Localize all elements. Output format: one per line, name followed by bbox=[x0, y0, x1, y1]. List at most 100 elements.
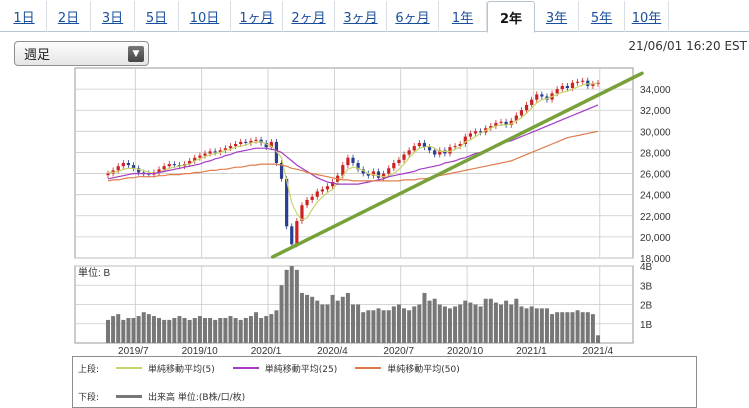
legend-ma25-label: 単純移動平均(25) bbox=[264, 364, 338, 375]
candle-body bbox=[422, 142, 427, 148]
legend-ma50: 単純移動平均(50) bbox=[355, 362, 460, 375]
volume-tick-label: 1B bbox=[640, 320, 653, 331]
volume-bar bbox=[544, 308, 549, 343]
volume-bar bbox=[529, 306, 534, 343]
tab-6m[interactable]: 6ヶ月 bbox=[387, 1, 439, 32]
volume-bar bbox=[381, 310, 386, 343]
volume-bar bbox=[366, 310, 371, 343]
price-tick-label: 26,000 bbox=[640, 170, 671, 181]
candle-body bbox=[126, 163, 131, 166]
volume-bar bbox=[305, 294, 310, 343]
candle-body bbox=[468, 133, 472, 137]
volume-bar bbox=[376, 308, 381, 343]
ma50-line bbox=[107, 130, 599, 182]
volume-bar bbox=[391, 306, 396, 343]
legend-lower-row: 下段: 出来高 単位:(B株/口/枚) bbox=[78, 389, 263, 403]
tab-3d[interactable]: 3日 bbox=[91, 1, 135, 32]
tab-1y[interactable]: 1年 bbox=[439, 1, 487, 32]
volume-bar bbox=[478, 306, 483, 343]
candle-body bbox=[320, 189, 324, 192]
volume-bar bbox=[442, 306, 447, 343]
volume-bar bbox=[396, 304, 401, 343]
candle-body bbox=[198, 155, 202, 158]
triangle-down-icon: ▼ bbox=[128, 45, 144, 62]
tab-2y[interactable]: 2年 bbox=[487, 1, 535, 33]
trendline bbox=[270, 71, 644, 259]
volume-bar bbox=[550, 314, 555, 343]
tab-1d[interactable]: 1日 bbox=[2, 1, 47, 32]
candle-body bbox=[376, 171, 381, 178]
candle-body bbox=[269, 141, 273, 148]
price-tick-label: 22,000 bbox=[640, 212, 671, 223]
tab-2m[interactable]: 2ヶ月 bbox=[283, 1, 335, 32]
tab-5y[interactable]: 5年 bbox=[579, 1, 625, 32]
candle-body bbox=[116, 166, 120, 171]
volume-bar bbox=[197, 316, 202, 343]
tab-3m[interactable]: 3ヶ月 bbox=[335, 1, 387, 32]
volume-bar bbox=[111, 316, 116, 343]
volume-bar bbox=[167, 319, 172, 343]
volume-bar bbox=[580, 312, 585, 343]
volume-bar bbox=[213, 319, 218, 343]
tab-1m[interactable]: 1ヶ月 bbox=[231, 1, 283, 32]
volume-bar bbox=[555, 312, 560, 343]
tab-10y[interactable]: 10年 bbox=[625, 1, 669, 32]
candle-body bbox=[387, 168, 391, 174]
volume-bar bbox=[218, 317, 223, 343]
price-tick-label: 24,000 bbox=[640, 191, 671, 202]
volume-bar bbox=[412, 306, 417, 343]
ma25-line bbox=[107, 104, 599, 185]
candle-body bbox=[489, 126, 493, 129]
volume-bar bbox=[473, 304, 478, 343]
tab-5d[interactable]: 5日 bbox=[135, 1, 179, 32]
volume-bar bbox=[565, 312, 570, 343]
bar-period-select[interactable]: 週足 ▼ bbox=[14, 41, 149, 66]
candle-body bbox=[504, 121, 508, 125]
x-tick-label: 2021/4 bbox=[582, 346, 613, 356]
candle-body bbox=[239, 141, 243, 144]
volume-bar bbox=[294, 269, 299, 343]
candle-body bbox=[274, 141, 279, 163]
candle-body bbox=[315, 191, 319, 197]
volume-bar bbox=[238, 319, 243, 343]
candle-body bbox=[157, 169, 161, 173]
candle-body bbox=[346, 157, 350, 166]
volume-bar bbox=[141, 312, 146, 343]
candle-body bbox=[499, 121, 503, 123]
candle-body bbox=[254, 139, 258, 141]
volume-bar bbox=[233, 317, 238, 343]
volume-bar bbox=[172, 317, 177, 343]
candle-body bbox=[249, 140, 253, 143]
volume-bar bbox=[192, 317, 197, 343]
tab-10d[interactable]: 10日 bbox=[179, 1, 231, 32]
volume-bar bbox=[585, 312, 590, 343]
moving-averages bbox=[107, 82, 599, 221]
candle-body bbox=[193, 157, 197, 161]
volume-bar bbox=[422, 292, 427, 343]
candle-body bbox=[131, 165, 136, 169]
volume-bar bbox=[509, 304, 514, 343]
volume-bar bbox=[596, 335, 600, 343]
candle-body bbox=[228, 146, 233, 149]
tab-3y[interactable]: 3年 bbox=[535, 1, 579, 32]
candle-body bbox=[591, 83, 595, 86]
candle-body bbox=[417, 142, 421, 147]
volume-bar bbox=[264, 316, 269, 343]
axis-labels: 34,000 32,000 30,000 28,000 26,000 24,000 22,0… bbox=[78, 85, 671, 356]
candle-body bbox=[453, 146, 457, 148]
volume-bar bbox=[453, 306, 458, 343]
candle-body bbox=[570, 82, 575, 89]
volume-bar bbox=[417, 304, 422, 343]
volume-bar bbox=[259, 317, 264, 343]
volume-bar bbox=[254, 312, 259, 343]
tab-2d[interactable]: 2日 bbox=[47, 1, 91, 32]
volume-bar bbox=[223, 317, 228, 343]
legend-lower-prefix: 下段: bbox=[78, 392, 100, 403]
candle-body bbox=[234, 144, 238, 147]
price-tick-label: 20,000 bbox=[640, 233, 671, 244]
volume-bar bbox=[437, 304, 442, 343]
volume-bar bbox=[335, 300, 340, 343]
candle-body bbox=[509, 120, 513, 125]
candle-body bbox=[264, 142, 268, 148]
candle-body bbox=[223, 148, 227, 151]
